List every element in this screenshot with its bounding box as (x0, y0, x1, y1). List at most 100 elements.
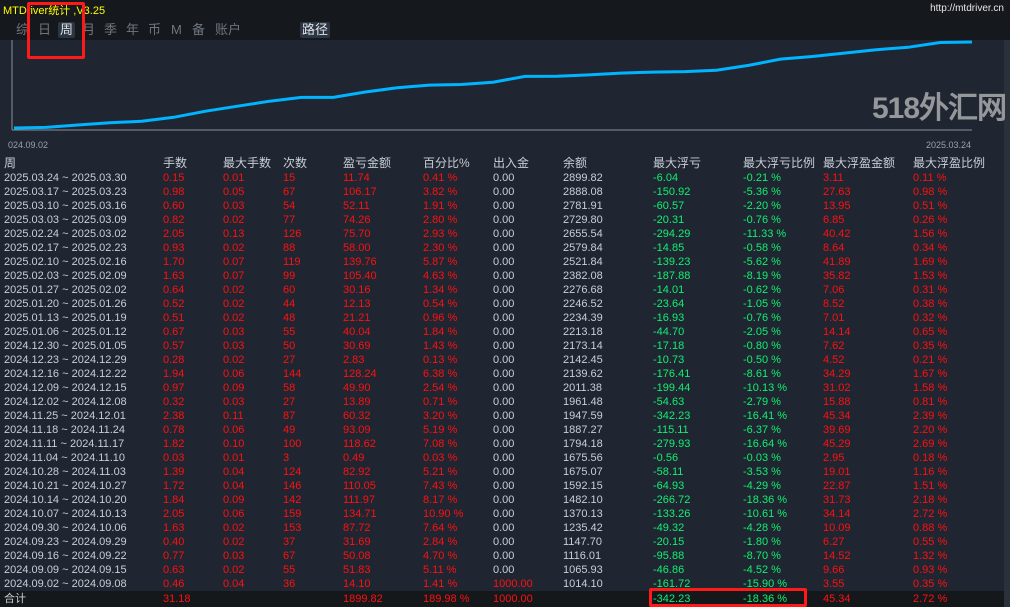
cell-max-floating-profit-pct: 1.32 % (913, 550, 948, 562)
cell-profit: 58.00 (343, 242, 371, 254)
table-row[interactable]: 2025.03.10 ~ 2025.03.16 0.60 0.03 54 52.11 1.… (0, 199, 1004, 213)
cell-lots: 0.82 (163, 214, 185, 226)
table-row[interactable]: 2025.01.13 ~ 2025.01.19 0.51 0.02 48 21.21 0.… (0, 311, 1004, 325)
table-row[interactable]: 2025.01.27 ~ 2025.02.02 0.64 0.02 60 30.16 1.… (0, 283, 1004, 297)
cell-max-floating-profit: 7.62 (823, 340, 845, 352)
table-row[interactable]: 2024.11.11 ~ 2024.11.17 1.82 0.10 100 118.62… (0, 437, 1004, 451)
header-max-floating-profit[interactable]: 最大浮盈金额 (823, 156, 896, 170)
header-max-lots[interactable]: 最大手数 (223, 156, 272, 170)
table-row[interactable]: 2024.09.02 ~ 2024.09.08 0.46 0.04 36 14.10 1.… (0, 577, 1004, 591)
header-percent[interactable]: 百分比% (423, 156, 470, 170)
table-row[interactable]: 2024.11.18 ~ 2024.11.24 0.78 0.06 49 93.09 5.… (0, 423, 1004, 437)
cell-max-drawdown: -54.63 (653, 396, 685, 408)
table-row[interactable]: 2025.01.06 ~ 2025.01.12 0.67 0.03 55 40.04 1.… (0, 325, 1004, 339)
cell-max-drawdown: -44.70 (653, 326, 685, 338)
cell-trades: 49 (283, 424, 296, 436)
cell-percent: 3.20 % (423, 410, 458, 422)
table-row[interactable]: 2024.11.25 ~ 2024.12.01 2.38 0.11 87 60.32 3.… (0, 409, 1004, 423)
header-profit[interactable]: 盈亏金额 (343, 156, 392, 170)
cell-lots: 0.51 (163, 312, 185, 324)
table-row[interactable]: 2024.12.16 ~ 2024.12.22 1.94 0.06 144 128.24… (0, 367, 1004, 381)
cell-deposit: 0.00 (493, 200, 515, 212)
table-row[interactable]: 2024.11.04 ~ 2024.11.10 0.03 0.01 3 0.49 0.03… (0, 451, 1004, 465)
header-lots[interactable]: 手数 (163, 156, 188, 170)
cell-lots: 0.32 (163, 396, 185, 408)
table-row[interactable]: 2024.09.09 ~ 2024.09.15 0.63 0.02 55 51.83 5.… (0, 563, 1004, 577)
header-max-drawdown-pct[interactable]: 最大浮亏比例 (743, 156, 816, 170)
table-row[interactable]: 2024.10.14 ~ 2024.10.20 1.84 0.09 142 111.97… (0, 493, 1004, 507)
table-row[interactable]: 2024.10.07 ~ 2024.10.13 2.05 0.06 159 134.71… (0, 507, 1004, 521)
table-row[interactable]: 2024.10.21 ~ 2024.10.27 1.72 0.04 146 110.05… (0, 479, 1004, 493)
cell-balance: 2011.38 (563, 382, 602, 394)
cell-deposit: 0.00 (493, 382, 515, 394)
tab-2[interactable]: 周 (58, 22, 76, 38)
table-row[interactable]: 2025.03.03 ~ 2025.03.09 0.82 0.02 77 74.26 2.… (0, 213, 1004, 227)
cell-lots: 0.64 (163, 284, 185, 296)
cell-trades: 15 (283, 172, 296, 184)
cell-max-lots: 0.11 (223, 410, 244, 422)
cell-trades: 44 (283, 298, 296, 310)
cell-trades: 55 (283, 326, 296, 338)
header-max-floating-profit-pct[interactable]: 最大浮盈比例 (913, 156, 986, 170)
cell-max-drawdown-pct: -0.21 % (743, 172, 781, 184)
tab-1[interactable]: 日 (38, 22, 52, 37)
table-row[interactable]: 2025.01.20 ~ 2025.01.26 0.52 0.02 44 12.13 0.… (0, 297, 1004, 311)
cell-max-floating-profit-pct: 0.21 % (913, 354, 948, 366)
cell-trades: 36 (283, 578, 296, 590)
table-row[interactable]: 2024.12.02 ~ 2024.12.08 0.32 0.03 27 13.89 0.… (0, 395, 1004, 409)
table-row[interactable]: 2025.02.17 ~ 2025.02.23 0.93 0.02 88 58.00 2.… (0, 241, 1004, 255)
table-row[interactable]: 2025.03.17 ~ 2025.03.23 0.98 0.05 67 106.17 3… (0, 185, 1004, 199)
cell-max-floating-profit-pct: 0.81 % (913, 396, 948, 408)
cell-balance: 2139.62 (563, 368, 603, 380)
cell-max-floating-profit: 14.52 (823, 550, 851, 562)
tab-8[interactable]: 备 (192, 22, 206, 37)
tab-3[interactable]: 月 (82, 22, 96, 37)
header-deposit[interactable]: 出入金 (493, 156, 530, 170)
header-week[interactable]: 周 (4, 156, 17, 170)
header-max-drawdown[interactable]: 最大浮亏 (653, 156, 702, 170)
cell-max-floating-profit: 19.01 (823, 466, 851, 478)
cell-profit: 87.72 (343, 522, 371, 534)
table-row[interactable]: 2025.02.03 ~ 2025.02.09 1.63 0.07 99 105.40 4… (0, 269, 1004, 283)
table-row[interactable]: 2024.12.30 ~ 2025.01.05 0.57 0.03 50 30.69 1.… (0, 339, 1004, 353)
table-row[interactable]: 2024.09.30 ~ 2024.10.06 1.63 0.02 153 87.72 7… (0, 521, 1004, 535)
table-row[interactable]: 2025.02.10 ~ 2025.02.16 1.70 0.07 119 139.76… (0, 255, 1004, 269)
cell-trades: 88 (283, 242, 296, 254)
cell-max-lots: 0.03 (223, 200, 245, 212)
table-row[interactable]: 2024.09.16 ~ 2024.09.22 0.77 0.03 67 50.08 4.… (0, 549, 1004, 563)
table-row[interactable]: 2024.12.23 ~ 2024.12.29 0.28 0.02 27 2.83 0.1… (0, 353, 1004, 367)
website-link[interactable]: http://mtdriver.cn (930, 3, 1004, 14)
cell-lots: 1.72 (163, 480, 185, 492)
cell-percent: 2.80 % (423, 214, 458, 226)
cell-trades: 126 (283, 228, 302, 240)
cell-max-floating-profit-pct: 1.56 % (913, 228, 948, 240)
tab-5[interactable]: 年 (126, 22, 140, 37)
cell-lots: 1.39 (163, 466, 185, 478)
header-trades[interactable]: 次数 (283, 156, 308, 170)
cell-deposit: 0.00 (493, 438, 515, 450)
equity-line (13, 40, 973, 130)
cell-deposit: 1000.00 (493, 578, 533, 590)
scrollbar[interactable] (1004, 40, 1010, 607)
tab-10[interactable]: 路径 (300, 22, 331, 38)
cell-max-drawdown: -16.93 (653, 312, 685, 324)
cell-max-floating-profit-pct: 0.38 % (913, 298, 948, 310)
cell-max-floating-profit: 2.95 (823, 452, 845, 464)
table-row[interactable]: 2025.03.24 ~ 2025.03.30 0.15 0.01 15 11.74 0.… (0, 171, 1004, 185)
table-row[interactable]: 2025.02.24 ~ 2025.03.02 2.05 0.13 126 75.70 2… (0, 227, 1004, 241)
cell-profit: 118.62 (343, 438, 376, 450)
cell-max-drawdown: -199.44 (653, 382, 691, 394)
cell-max-drawdown: -115.11 (653, 424, 689, 436)
tab-6[interactable]: 币 (148, 22, 162, 37)
tab-7[interactable]: M (171, 22, 182, 37)
cell-max-lots: 0.04 (223, 578, 245, 590)
tab-4[interactable]: 季 (104, 22, 118, 37)
cell-percent: 0.96 % (423, 312, 458, 324)
tab-0[interactable]: 综 (16, 22, 30, 37)
cell-max-floating-profit-pct: 2.72 % (913, 508, 948, 520)
table-row[interactable]: 2024.09.23 ~ 2024.09.29 0.40 0.02 37 31.69 2.… (0, 535, 1004, 549)
tab-9[interactable]: 账户 (215, 22, 242, 37)
header-balance[interactable]: 余额 (563, 156, 588, 170)
table-row[interactable]: 2024.12.09 ~ 2024.12.15 0.97 0.09 58 49.90 2.… (0, 381, 1004, 395)
table-row[interactable]: 2024.10.28 ~ 2024.11.03 1.39 0.04 124 82.92 5… (0, 465, 1004, 479)
